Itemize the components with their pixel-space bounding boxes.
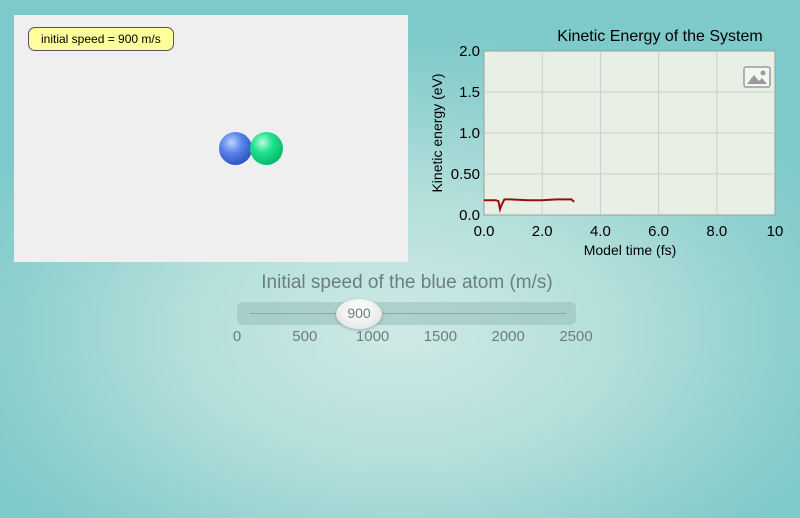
kinetic-energy-series-line bbox=[484, 198, 575, 214]
image-icon[interactable] bbox=[743, 66, 771, 88]
x-tick-label: 2.0 bbox=[532, 223, 553, 240]
x-tick-label: 8.0 bbox=[706, 223, 727, 240]
slider-tick-label: 1000 bbox=[355, 328, 390, 345]
kinetic-energy-chart: Kinetic Energy of the System 0.0 0.50 1.0 1… bbox=[429, 28, 784, 258]
x-tick-label: 6.0 bbox=[648, 223, 669, 240]
x-tick-label: 10 bbox=[767, 223, 784, 240]
slider-tick-label: 1500 bbox=[423, 328, 458, 345]
y-tick-label: 0.50 bbox=[451, 166, 480, 183]
slider-value: 900 bbox=[347, 305, 371, 321]
y-tick-label: 0.0 bbox=[459, 207, 480, 224]
chart-title: Kinetic Energy of the System bbox=[557, 28, 762, 45]
y-axis-label: Kinetic energy (eV) bbox=[429, 73, 445, 192]
y-tick-label: 1.5 bbox=[459, 84, 480, 101]
slider-tick-label: 2500 bbox=[559, 328, 593, 345]
slider-title: Initial speed of the blue atom (m/s) bbox=[261, 272, 553, 293]
y-tick-label: 1.0 bbox=[459, 125, 480, 142]
chart-grid bbox=[484, 51, 775, 215]
initial-speed-label: initial speed = 900 m/s bbox=[28, 27, 174, 51]
y-axis-ticks: 0.0 0.50 1.0 1.5 2.0 bbox=[451, 43, 480, 224]
green-atom[interactable] bbox=[250, 132, 283, 165]
speed-slider-handle[interactable] bbox=[336, 299, 383, 329]
speed-slider-line bbox=[250, 313, 566, 314]
simulation-panel: initial speed = 900 m/s bbox=[14, 15, 408, 262]
slider-tick-label: 2000 bbox=[491, 328, 525, 345]
x-tick-label: 4.0 bbox=[590, 223, 611, 240]
slider-tick-label: 0 bbox=[232, 328, 242, 345]
blue-atom[interactable] bbox=[219, 132, 252, 165]
x-axis-ticks: 0.0 2.0 4.0 6.0 8.0 10 bbox=[474, 223, 784, 240]
x-tick-label: 0.0 bbox=[474, 223, 495, 240]
x-axis-label: Model time (fs) bbox=[584, 242, 677, 258]
slider-tick-label: 500 bbox=[292, 328, 318, 345]
y-tick-label: 2.0 bbox=[459, 43, 480, 60]
